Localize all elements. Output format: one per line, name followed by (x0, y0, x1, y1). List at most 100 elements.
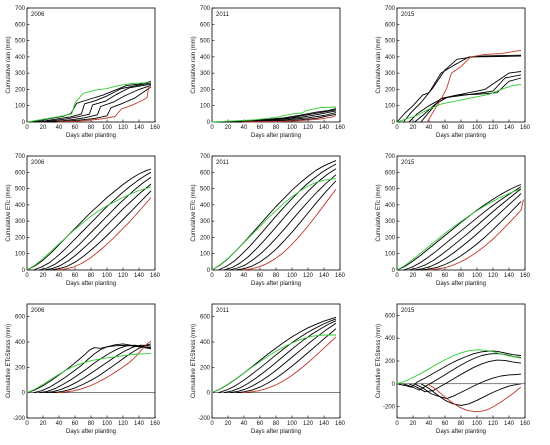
y-tick-label: 700 (15, 154, 26, 160)
plot-frame (396, 155, 526, 271)
y-tick-label: 400 (385, 55, 396, 61)
series-line-6 (427, 383, 522, 413)
series-line-3 (223, 168, 337, 271)
panel-etc-2015: 0 20 40 60 80 100 120 140 160 0 100 200 300 400 500 600… (376, 154, 531, 287)
series-line-3 (38, 176, 152, 271)
series-line-5 (50, 86, 152, 123)
x-tick-label: 160 (520, 273, 531, 279)
panel-etc-2011: 0 20 40 60 80 100 120 140 160 0 100 200 300 400 500 600… (191, 154, 346, 287)
series-line-1 (211, 316, 337, 394)
y-tick-label: 100 (15, 252, 26, 258)
x-axis-title: Days after planting (436, 133, 486, 139)
plot-frame (26, 155, 156, 271)
series-line-4 (414, 193, 522, 271)
x-tick-label: 40 (426, 125, 433, 131)
x-tick-label: 40 (56, 125, 63, 131)
y-tick-label: 500 (200, 187, 211, 193)
y-tick-label: 200 (200, 87, 211, 93)
panel-etcstress-2006: 0 20 40 60 80 100 120 140 160-2000200400600Days … (6, 303, 161, 435)
y-axis-title: Cumulative ETcStress (mm) (376, 324, 382, 398)
x-tick-label: 80 (458, 125, 465, 131)
series-line-2 (218, 163, 337, 271)
y-tick-label: 100 (200, 252, 211, 258)
x-tick-label: 60 (257, 273, 264, 279)
y-tick-label: 700 (385, 154, 396, 160)
y-tick-label: 400 (15, 55, 26, 61)
y-tick-label: 200 (200, 365, 211, 371)
x-tick-label: 100 (472, 273, 483, 279)
y-tick-label: 200 (385, 87, 396, 93)
y-tick-label: 500 (200, 39, 211, 45)
y-tick-label: 700 (200, 154, 211, 160)
series-line-1 (26, 168, 152, 271)
series-line-4 (414, 373, 522, 400)
x-tick-label: 20 (40, 125, 47, 131)
series-line-7 (396, 349, 522, 385)
x-tick-label: 100 (472, 125, 483, 131)
x-axis-title: Days after planting (251, 281, 301, 287)
series-line-2 (403, 55, 522, 123)
y-tick-label: -200 (383, 405, 396, 411)
x-tick-label: 0 (395, 421, 399, 427)
x-tick-label: 100 (287, 273, 298, 279)
y-tick-label: 600 (15, 170, 26, 176)
y-tick-label: 300 (385, 71, 396, 77)
x-tick-label: 160 (150, 125, 161, 131)
panel-etc-2006: 0 20 40 60 80 100 120 140 160 0 100 200 300 400 500 600… (6, 154, 161, 287)
y-tick-label: 600 (385, 22, 396, 28)
x-tick-label: 20 (40, 421, 47, 427)
y-tick-label: 500 (385, 187, 396, 193)
series-line-5 (420, 77, 522, 123)
series-line-3 (223, 320, 337, 394)
series-line-1 (211, 160, 337, 271)
y-axis-title: Cumulative ETcStress (mm) (6, 324, 12, 398)
series-line-7 (396, 188, 522, 271)
x-tick-label: 160 (520, 125, 531, 131)
x-tick-label: 80 (88, 273, 95, 279)
panel-year-label: 2015 (401, 160, 415, 166)
y-axis-title: Cumulative rain (mm) (376, 36, 382, 93)
y-tick-label: 600 (15, 315, 26, 321)
y-tick-label: 500 (385, 39, 396, 45)
x-tick-label: 0 (395, 125, 399, 131)
series-line-7 (26, 186, 152, 271)
x-tick-label: 160 (150, 421, 161, 427)
y-tick-label: 200 (15, 87, 26, 93)
y-tick-label: 600 (385, 170, 396, 176)
x-tick-label: 120 (118, 273, 129, 279)
x-tick-label: 80 (273, 125, 280, 131)
x-tick-label: 40 (426, 273, 433, 279)
y-tick-label: 0 (207, 268, 211, 274)
panel-rain-2015: 0 20 40 60 80 100 120 140 160 0 100 200 300 400 500 600… (376, 6, 531, 139)
y-tick-label: 400 (15, 203, 26, 209)
series-line-1 (396, 350, 522, 388)
y-tick-label: 0 (22, 268, 26, 274)
x-tick-label: 20 (225, 421, 232, 427)
y-tick-label: 200 (385, 359, 396, 365)
x-tick-label: 20 (410, 421, 417, 427)
y-tick-label: 600 (15, 22, 26, 28)
x-axis-title: Days after planting (251, 133, 301, 139)
x-tick-label: 80 (458, 421, 465, 427)
series-line-6 (242, 115, 337, 123)
y-tick-label: 0 (207, 120, 211, 126)
series-line-1 (26, 81, 152, 123)
x-tick-label: 60 (72, 421, 79, 427)
series-line-4 (44, 183, 152, 271)
y-axis-title: Cumulative rain (mm) (6, 36, 12, 93)
y-tick-label: 400 (200, 55, 211, 61)
x-tick-label: 0 (395, 273, 399, 279)
series-line-6 (57, 197, 152, 271)
x-tick-label: 160 (520, 421, 531, 427)
series-line-2 (403, 186, 522, 271)
y-tick-label: 400 (200, 340, 211, 346)
series-line-5 (420, 383, 522, 406)
x-tick-label: 120 (488, 421, 499, 427)
series-line-4 (229, 174, 337, 271)
y-axis-title: Cumulative ETc (mm) (191, 184, 197, 241)
series-line-1 (396, 54, 522, 123)
x-tick-label: 160 (335, 125, 346, 131)
series-line-3 (408, 188, 522, 271)
y-tick-label: 200 (15, 235, 26, 241)
series-line-4 (44, 344, 152, 394)
